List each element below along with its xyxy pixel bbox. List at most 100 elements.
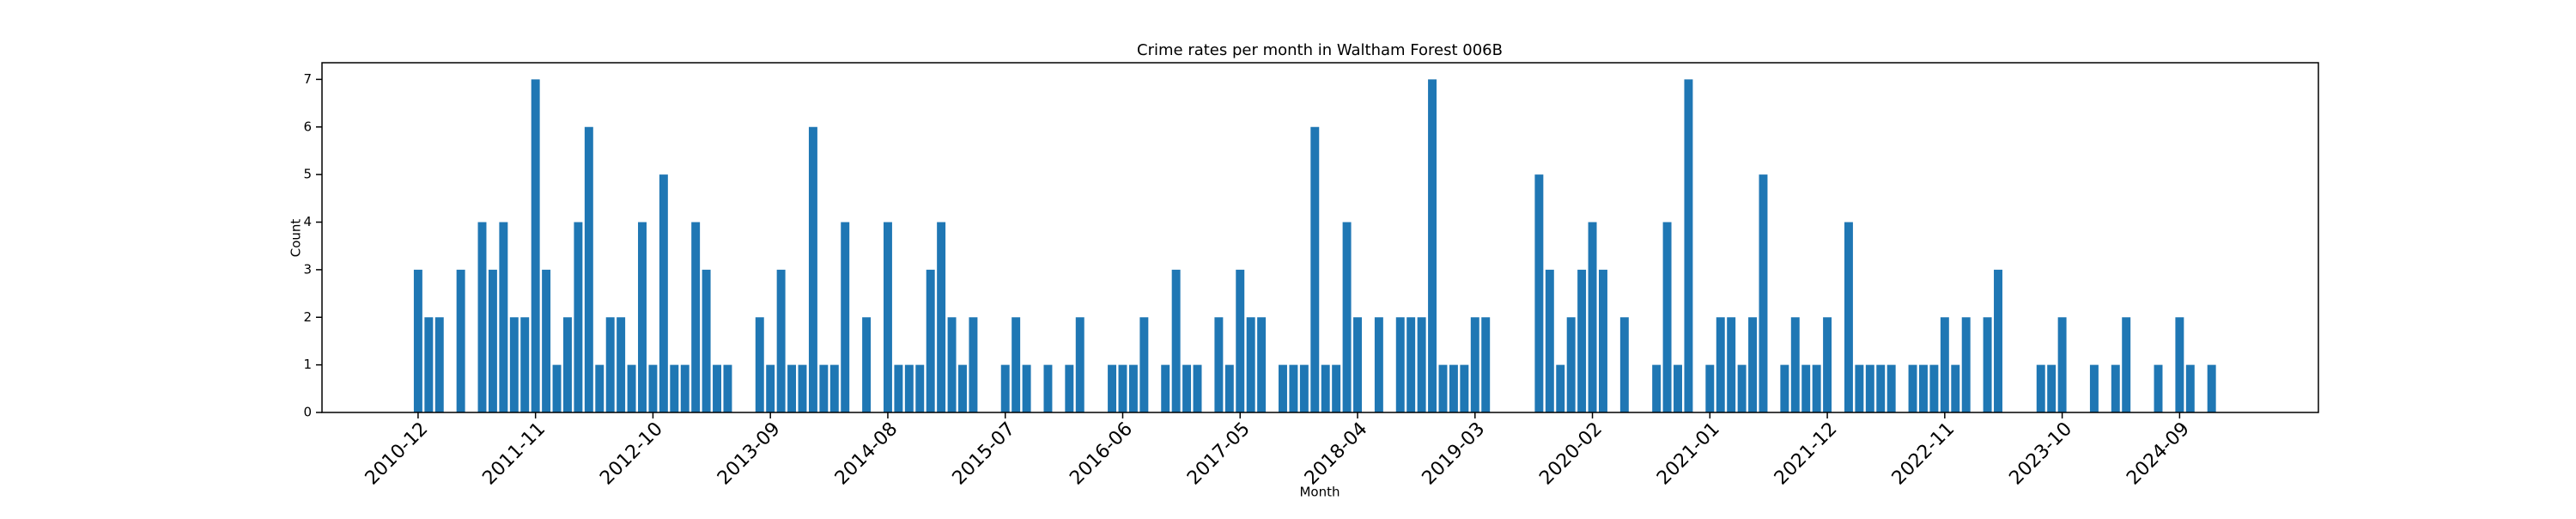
bar: [1876, 364, 1886, 412]
bar: [1321, 364, 1330, 412]
bar: [488, 269, 497, 412]
bar: [1118, 364, 1127, 412]
bar: [1417, 317, 1426, 412]
y-tick-label: 4: [303, 214, 312, 229]
bar: [1705, 364, 1715, 412]
bar: [904, 364, 914, 412]
x-tick-label: 2018-04: [1301, 418, 1372, 490]
bar: [595, 364, 605, 412]
x-tick-label: 2019-03: [1419, 418, 1490, 490]
bar: [562, 317, 572, 412]
y-tick-label: 0: [303, 405, 312, 420]
bar: [2089, 364, 2099, 412]
bar: [1000, 364, 1010, 412]
bar: [1886, 364, 1896, 412]
bar: [766, 364, 775, 412]
bar: [808, 126, 817, 412]
bar: [1588, 222, 1597, 412]
bar: [1994, 269, 2002, 412]
bar: [1353, 317, 1362, 412]
x-tick-label: 2015-07: [949, 418, 1020, 490]
bar: [947, 317, 957, 412]
bar: [883, 222, 892, 412]
bar: [1748, 317, 1758, 412]
bar: [1310, 126, 1320, 412]
bar: [1599, 269, 1607, 412]
bar: [648, 364, 658, 412]
bar: [1801, 364, 1811, 412]
bar: [659, 174, 668, 412]
bar: [1374, 317, 1383, 412]
bar: [691, 222, 701, 412]
bar: [584, 126, 593, 412]
bar: [829, 364, 839, 412]
bar: [1674, 364, 1682, 412]
bar: [937, 222, 946, 412]
bar: [1065, 364, 1074, 412]
bar: [2122, 317, 2131, 412]
bar: [1662, 222, 1672, 412]
bar: [680, 364, 690, 412]
bar: [1823, 317, 1832, 412]
x-tick-label: 2014-08: [831, 418, 902, 490]
bar: [1332, 364, 1341, 412]
bar: [1075, 317, 1084, 412]
x-tick-label: 2016-06: [1066, 418, 1137, 490]
y-tick-label: 3: [303, 261, 312, 277]
y-tick-label: 5: [303, 167, 312, 182]
bar: [1844, 222, 1853, 412]
bar: [1790, 317, 1800, 412]
bar: [456, 269, 465, 412]
bar: [926, 269, 935, 412]
bar: [1940, 317, 1949, 412]
x-tick-label: 2013-09: [714, 418, 785, 490]
bar: [1919, 364, 1928, 412]
y-tick-label: 6: [303, 119, 312, 134]
bar: [1812, 364, 1821, 412]
bar: [702, 269, 711, 412]
bar: [1908, 364, 1917, 412]
bar: [2207, 364, 2216, 412]
bar: [1534, 174, 1544, 412]
y-tick-label: 2: [303, 309, 312, 325]
plot-frame: [321, 62, 2319, 413]
bar: [1279, 364, 1287, 412]
bar: [434, 317, 444, 412]
bar: [1182, 364, 1192, 412]
bar: [1556, 364, 1565, 412]
bar: [2185, 364, 2195, 412]
bar: [1224, 364, 1234, 412]
x-tick-label: 2023-10: [2005, 418, 2076, 490]
bar: [1449, 364, 1458, 412]
bar: [1236, 269, 1245, 412]
x-tick-label: 2021-12: [1771, 418, 1842, 490]
bar: [1406, 317, 1416, 412]
chart-title: Crime rates per month in Waltham Forest …: [1137, 41, 1503, 59]
bar: [1428, 79, 1437, 412]
bar: [1460, 364, 1469, 412]
bar: [2154, 364, 2163, 412]
x-tick-label: 2012-10: [596, 418, 667, 490]
bar: [2175, 317, 2184, 412]
x-tick-label: 2021-01: [1653, 418, 1724, 490]
bar: [574, 222, 583, 412]
bar: [1395, 317, 1405, 412]
x-tick-label: 2022-11: [1888, 418, 1959, 490]
bar: [1652, 364, 1662, 412]
bar: [627, 364, 636, 412]
bar: [915, 364, 925, 412]
bar: [2047, 364, 2057, 412]
bar: [1865, 364, 1874, 412]
x-tick-label: 2011-11: [478, 418, 550, 490]
bar: [1566, 317, 1576, 412]
x-tick-label: 2017-05: [1183, 418, 1255, 490]
bar: [1780, 364, 1789, 412]
bar: [1759, 174, 1768, 412]
bar: [1577, 269, 1587, 412]
bar: [841, 222, 850, 412]
bar: [552, 364, 562, 412]
bar: [1214, 317, 1224, 412]
bar: [958, 364, 967, 412]
bar: [1299, 364, 1309, 412]
y-axis-label: Count: [289, 219, 304, 258]
